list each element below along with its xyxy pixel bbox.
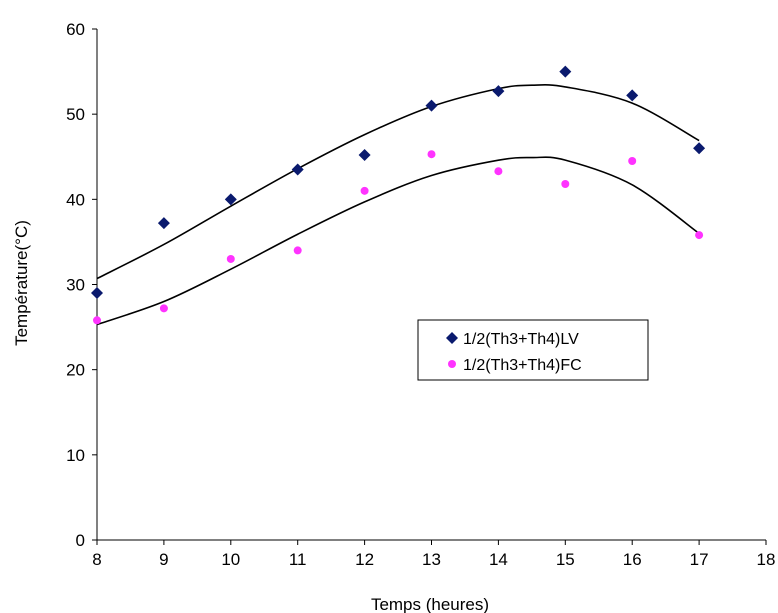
y-tick-label: 40 — [66, 190, 85, 209]
legend-label-2: 1/2(Th3+Th4)FC — [463, 357, 582, 374]
legend-marker-2 — [448, 360, 456, 368]
data-points — [91, 65, 706, 325]
data-point-series-2 — [93, 316, 101, 325]
data-point-series-2 — [695, 231, 704, 240]
data-point-series-1 — [425, 99, 438, 112]
x-tick-label: 12 — [355, 550, 374, 569]
legend-box — [417, 319, 649, 381]
data-point-series-2 — [293, 246, 302, 255]
data-point-series-1 — [91, 287, 103, 300]
x-tick-label: 8 — [92, 550, 101, 569]
y-tick-label: 0 — [76, 531, 85, 550]
y-tick-label: 50 — [66, 105, 85, 124]
data-point-series-2 — [159, 304, 168, 313]
x-tick-label: 10 — [221, 550, 240, 569]
x-tick-label: 11 — [289, 550, 307, 569]
data-point-series-1 — [224, 193, 237, 206]
data-point-series-1 — [492, 85, 505, 98]
data-point-series-1 — [693, 142, 706, 155]
data-point-series-1 — [358, 149, 371, 162]
data-point-series-2 — [494, 167, 503, 176]
x-tick-label: 16 — [623, 550, 642, 569]
x-tick-label: 9 — [159, 550, 168, 569]
trend-line-1 — [96, 84, 700, 280]
y-tick-label: 20 — [66, 361, 85, 380]
legend-marker-1 — [446, 332, 458, 344]
x-tick-label: 13 — [422, 550, 441, 569]
data-point-series-2 — [427, 150, 436, 159]
trend-line-2 — [96, 156, 700, 326]
x-tick-label: 18 — [757, 550, 776, 569]
y-axis-title: Température(°C) — [12, 220, 31, 346]
data-point-series-2 — [628, 157, 637, 166]
data-point-series-2 — [360, 186, 369, 195]
x-tick-label: 17 — [690, 550, 709, 569]
y-tick-label: 10 — [66, 446, 85, 465]
data-point-series-1 — [291, 163, 304, 176]
y-tick-label: 30 — [66, 276, 85, 295]
data-point-series-2 — [226, 254, 235, 263]
data-point-series-2 — [561, 180, 570, 189]
data-point-series-1 — [157, 217, 170, 230]
tick-labels: 0 10 20 30 40 50 60 8 9 10 11 12 13 14 15 16 17 18 — [66, 20, 775, 569]
x-axis-title: Temps (heures) — [371, 595, 489, 613]
x-tick-label: 14 — [489, 550, 508, 569]
data-point-series-1 — [626, 89, 639, 102]
data-point-series-1 — [559, 65, 572, 78]
y-tick-label: 60 — [66, 20, 85, 39]
axes — [92, 28, 767, 545]
legend: 1/2(Th3+Th4)LV 1/2(Th3+Th4)FC — [417, 319, 649, 381]
x-tick-label: 15 — [556, 550, 575, 569]
legend-label-1: 1/2(Th3+Th4)LV — [463, 331, 579, 348]
trend-lines — [96, 84, 700, 326]
